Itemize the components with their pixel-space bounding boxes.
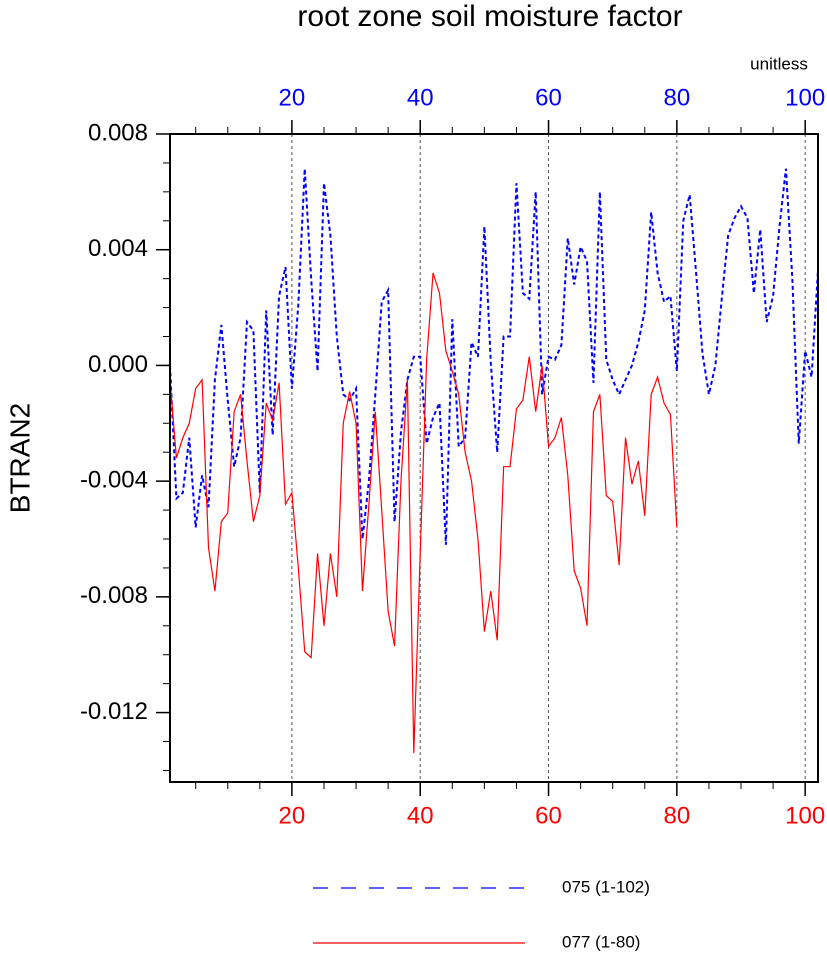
xticks-label: 80: [663, 802, 690, 829]
y-tick-label: 0.000: [88, 351, 148, 378]
legend-label: 077 (1-80): [562, 932, 640, 951]
xticks-label: 60: [535, 802, 562, 829]
y-tick-label: 0.004: [88, 235, 148, 262]
plot-frame: [169, 133, 819, 783]
x2ticks-label: 20: [279, 84, 306, 111]
units-label: unitless: [750, 54, 808, 73]
series-line: [170, 168, 818, 545]
y-tick-label: -0.004: [80, 466, 148, 493]
series-line: [170, 272, 678, 754]
xticks-label: 40: [407, 802, 434, 829]
legend-label: 075 (1-102): [562, 877, 650, 896]
x2ticks-label: 40: [407, 84, 434, 111]
y-axis-label: BTRAN2: [4, 403, 35, 513]
xticks-label: 20: [279, 802, 306, 829]
x2ticks-label: 80: [663, 84, 690, 111]
y-tick-label: 0.008: [88, 119, 148, 146]
y-tick-label: -0.012: [80, 698, 148, 725]
x2ticks-label: 60: [535, 84, 562, 111]
chart-title: root zone soil moisture factor: [297, 0, 682, 33]
x2ticks-label: 100: [785, 84, 825, 111]
y-tick-label: -0.008: [80, 582, 148, 609]
xticks-label: 100: [785, 802, 825, 829]
